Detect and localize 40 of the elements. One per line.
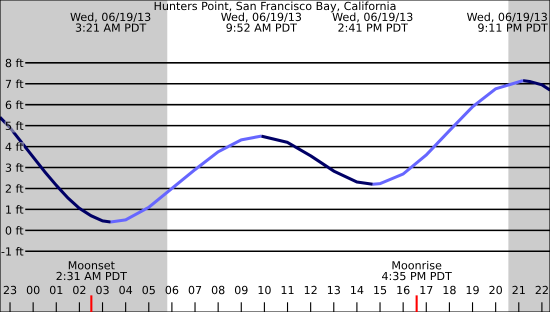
x-tick-label: 15: [374, 286, 386, 294]
x-tick-label: 03: [96, 286, 109, 294]
y-tick-label: 7 ft: [6, 80, 24, 88]
annotation: Wed, 06/19/13 3:21 AM PDT: [70, 12, 150, 32]
x-tick-label: 20: [489, 286, 502, 294]
annotation: Wed, 06/19/13 2:41 PM PDT: [332, 12, 412, 32]
y-tick-label: 1 ft: [6, 205, 24, 214]
x-tick-label: 05: [142, 286, 155, 294]
x-tick-label: 21: [512, 286, 525, 294]
x-tick-label: 09: [234, 286, 248, 294]
x-tick-label: 23: [4, 286, 16, 294]
x-tick-label: 02: [73, 286, 86, 294]
x-tick-label: 18: [444, 286, 456, 294]
ref-line-label: Moonrise 4:35 PM PDT: [382, 260, 452, 280]
annotation: Wed, 06/19/13 9:52 AM PDT: [221, 12, 302, 32]
chart-title: Hunters Point, San Francisco Bay, California: [154, 2, 396, 12]
x-tick-label: 13: [328, 286, 340, 294]
y-tick-label: 8 ft: [6, 58, 24, 68]
x-tick-label: 06: [166, 286, 178, 294]
x-tick-label: 10: [258, 286, 271, 294]
y-tick-label: 0 ft: [6, 226, 24, 235]
annotation: Wed, 06/19/13 9:11 PM PDT: [466, 12, 548, 32]
ref-line-label: Moonset 2:31 AM PDT: [56, 261, 127, 280]
y-tick-label: -1 ft: [1, 247, 24, 256]
x-tick-label: 12: [304, 286, 317, 294]
x-tick-label: 07: [188, 286, 202, 294]
x-tick-label: 14: [351, 286, 364, 294]
x-tick-label: 22: [536, 286, 548, 294]
x-tick-label: 01: [50, 286, 62, 294]
x-tick-label: 17: [420, 286, 432, 294]
y-tick-label: 2 ft: [6, 184, 24, 193]
x-tick-label: 19: [466, 286, 479, 294]
x-tick-label: 16: [397, 286, 410, 294]
y-tick-label: 3 ft: [6, 163, 24, 172]
x-tick-label: 08: [212, 286, 224, 294]
y-tick-label: 6 ft: [6, 100, 24, 110]
y-tick-label: 4 ft: [5, 142, 24, 151]
x-tick-label: 04: [119, 286, 132, 294]
x-tick-label: 11: [282, 286, 294, 294]
x-tick-label: 00: [26, 286, 40, 294]
